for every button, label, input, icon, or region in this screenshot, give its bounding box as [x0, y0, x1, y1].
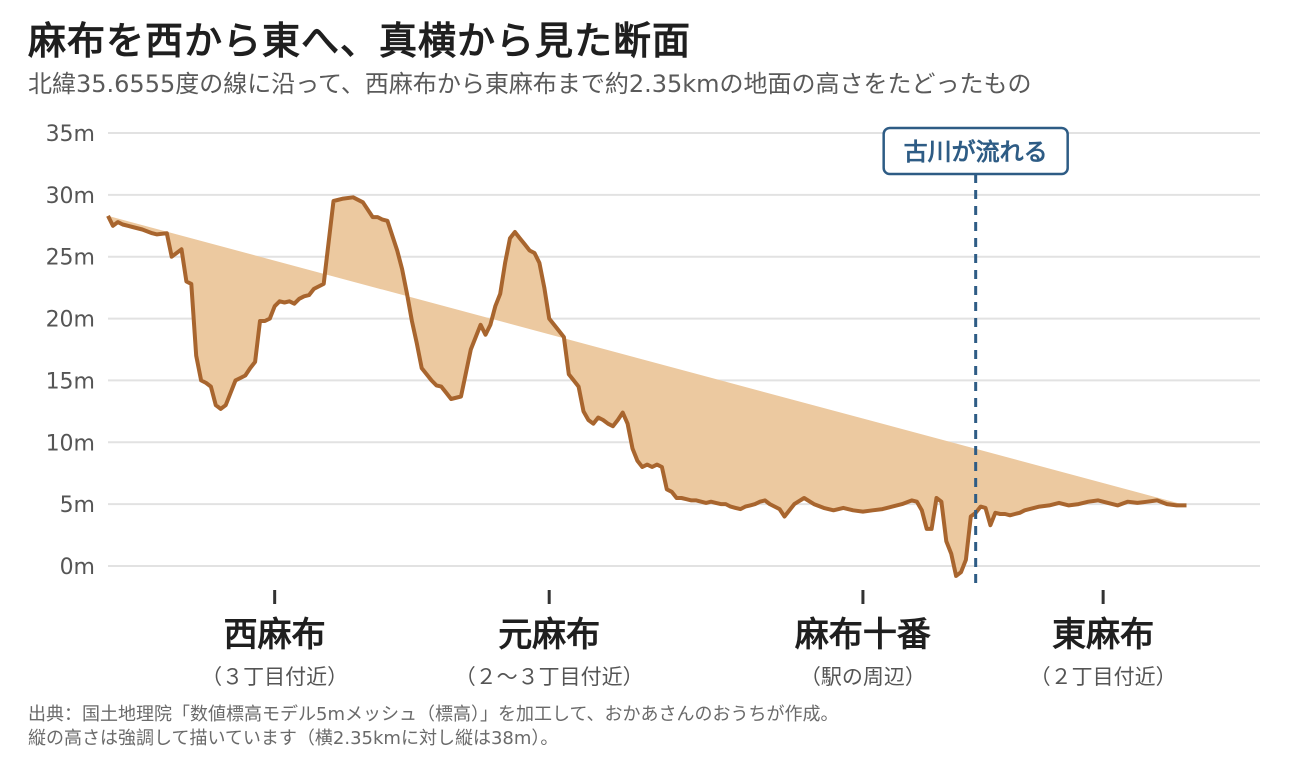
y-tick-label: 20m [46, 308, 95, 333]
elevation-area [108, 197, 1187, 576]
district-sublabel: （２〜３丁目付近） [455, 665, 644, 689]
y-tick-label: 5m [60, 493, 95, 518]
river-annotation: 古川が流れる [882, 126, 1069, 590]
source-line-1: 出典：国土地理院「数値標高モデル5mメッシュ（標高）」を加工して、おかあさんのお… [28, 704, 839, 725]
district-sublabel: （２丁目付近） [1030, 665, 1177, 689]
district-label: 東麻布 [1052, 615, 1154, 655]
district-label: 元麻布 [498, 615, 600, 655]
y-tick-label: 0m [60, 555, 95, 580]
y-tick-label: 30m [46, 184, 95, 209]
district-label: 麻布十番 [795, 615, 932, 655]
y-tick-label: 10m [46, 431, 95, 456]
district-sublabel: （駅の周辺） [800, 665, 926, 689]
chart-subtitle: 北緯35.6555度の線に沿って、西麻布から東麻布まで約2.35kmの地面の高さ… [28, 70, 1032, 98]
river-label-box [882, 126, 1069, 176]
source-line-2: 縦の高さは強調して描いています（横2.35kmに対し縦は38m）。 [28, 728, 559, 749]
elevation-profile-chart: 0m 5m 10m 15m 20m 25m 30m 35m 西麻布 （３丁目付近） 元麻布 （２〜３… [46, 122, 1260, 689]
x-axis-districts: 西麻布 （３丁目付近） 元麻布 （２〜３丁目付近） 麻布十番 （駅の周辺） 東麻布 （２丁目付… [201, 590, 1177, 689]
y-tick-label: 35m [46, 122, 95, 147]
elevation-line [106, 195, 1187, 578]
district-label: 西麻布 [224, 615, 326, 655]
chart-title: 麻布を西から東へ、真横から見た断面 [28, 19, 692, 63]
y-tick-label: 25m [46, 246, 95, 271]
source-note: 出典：国土地理院「数値標高モデル5mメッシュ（標高）」を加工して、おかあさんのお… [28, 703, 839, 751]
district-sublabel: （３丁目付近） [201, 665, 348, 689]
y-axis-ticks: 0m 5m 10m 15m 20m 25m 30m 35m [46, 122, 95, 580]
y-tick-label: 15m [46, 369, 95, 394]
river-label: 古川が流れる [904, 138, 1048, 166]
